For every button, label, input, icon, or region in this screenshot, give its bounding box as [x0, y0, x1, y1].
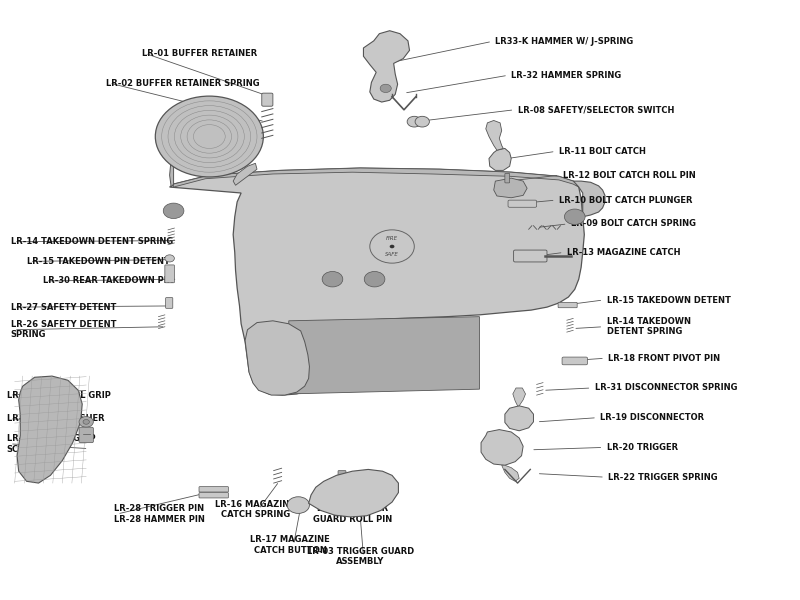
Text: LR-27 SAFETY DETENT: LR-27 SAFETY DETENT	[10, 302, 116, 311]
Circle shape	[390, 245, 394, 248]
Text: LR-13 MAGAZINE CATCH: LR-13 MAGAZINE CATCH	[567, 248, 680, 257]
Text: LR-01 BUFFER RETAINER: LR-01 BUFFER RETAINER	[142, 49, 257, 58]
Polygon shape	[505, 406, 534, 431]
Text: LR-08 SAFETY/SELECTOR SWITCH: LR-08 SAFETY/SELECTOR SWITCH	[518, 105, 674, 114]
FancyBboxPatch shape	[508, 200, 537, 207]
Text: LR-09 BOLT CATCH SPRING: LR-09 BOLT CATCH SPRING	[571, 220, 696, 229]
FancyBboxPatch shape	[199, 487, 229, 492]
Text: LR33-K HAMMER W/ J-SPRING: LR33-K HAMMER W/ J-SPRING	[495, 37, 634, 46]
Circle shape	[407, 116, 422, 127]
Polygon shape	[245, 321, 310, 395]
Circle shape	[165, 255, 174, 262]
Text: LR-15 TAKEDOWN DETENT: LR-15 TAKEDOWN DETENT	[606, 296, 730, 305]
Circle shape	[163, 203, 184, 218]
FancyBboxPatch shape	[338, 470, 346, 486]
Circle shape	[565, 209, 585, 224]
FancyBboxPatch shape	[505, 173, 510, 183]
Polygon shape	[309, 469, 398, 517]
Text: LR-20 TRIGGER: LR-20 TRIGGER	[606, 443, 678, 452]
Text: LR-31 DISCONNECTOR SPRING: LR-31 DISCONNECTOR SPRING	[594, 383, 737, 392]
FancyBboxPatch shape	[562, 357, 587, 365]
Polygon shape	[486, 121, 503, 150]
FancyBboxPatch shape	[514, 250, 547, 262]
Polygon shape	[17, 376, 82, 483]
FancyBboxPatch shape	[262, 93, 273, 106]
Polygon shape	[573, 181, 605, 217]
FancyBboxPatch shape	[166, 298, 173, 308]
Text: LR-24 PISTOL GRIP
SCREW: LR-24 PISTOL GRIP SCREW	[6, 434, 95, 454]
FancyBboxPatch shape	[199, 493, 229, 498]
Text: LR-02 BUFFER RETAINER SPRING: LR-02 BUFFER RETAINER SPRING	[106, 79, 260, 88]
Polygon shape	[289, 317, 479, 394]
Polygon shape	[174, 168, 578, 187]
Circle shape	[380, 84, 391, 92]
Text: LR-16 MAGAZINE
CATCH SPRING: LR-16 MAGAZINE CATCH SPRING	[215, 500, 295, 519]
Text: LR-23 LOCK WASHER: LR-23 LOCK WASHER	[6, 415, 104, 424]
Text: LR-14 TAKEDOWN
DETENT SPRING: LR-14 TAKEDOWN DETENT SPRING	[606, 317, 690, 337]
Text: LR-03 TRIGGER GUARD
ASSEMBLY: LR-03 TRIGGER GUARD ASSEMBLY	[306, 547, 414, 566]
Circle shape	[155, 96, 263, 177]
Text: LR-26 SAFETY DETENT
SPRING: LR-26 SAFETY DETENT SPRING	[10, 320, 116, 340]
Text: LR-30 REAR TAKEDOWN PIN: LR-30 REAR TAKEDOWN PIN	[42, 277, 174, 286]
Circle shape	[287, 497, 310, 514]
Text: LR-22 TRIGGER SPRING: LR-22 TRIGGER SPRING	[608, 473, 718, 482]
Polygon shape	[481, 430, 523, 465]
Text: SAFE: SAFE	[385, 252, 399, 257]
Polygon shape	[170, 168, 584, 395]
Text: FIRE: FIRE	[386, 236, 398, 241]
Circle shape	[79, 416, 94, 427]
Text: LR-19 DISCONNECTOR: LR-19 DISCONNECTOR	[600, 413, 704, 422]
Polygon shape	[502, 465, 519, 481]
Text: LR-04 TRIGGER
GUARD ROLL PIN: LR-04 TRIGGER GUARD ROLL PIN	[313, 504, 392, 524]
Polygon shape	[513, 388, 526, 406]
Text: LR-17 MAGAZINE
CATCH BUTTON: LR-17 MAGAZINE CATCH BUTTON	[250, 535, 330, 554]
Text: LR-14 TAKEDOWN DETENT SPRING: LR-14 TAKEDOWN DETENT SPRING	[10, 237, 173, 246]
Polygon shape	[363, 31, 410, 102]
Text: LR-25 A2 PISTOL GRIP: LR-25 A2 PISTOL GRIP	[6, 391, 110, 400]
Polygon shape	[170, 134, 192, 187]
Text: LR-15 TAKEDOWN PIN DETENT: LR-15 TAKEDOWN PIN DETENT	[26, 257, 170, 266]
Text: LR-10 BOLT CATCH PLUNGER: LR-10 BOLT CATCH PLUNGER	[559, 196, 692, 205]
Polygon shape	[494, 178, 527, 198]
Text: LR-32 HAMMER SPRING: LR-32 HAMMER SPRING	[511, 71, 622, 80]
Circle shape	[415, 116, 430, 127]
Polygon shape	[489, 148, 511, 170]
Circle shape	[83, 419, 90, 424]
Polygon shape	[233, 163, 257, 185]
FancyBboxPatch shape	[558, 302, 577, 308]
Text: LR-28 TRIGGER PIN
LR-28 HAMMER PIN: LR-28 TRIGGER PIN LR-28 HAMMER PIN	[114, 504, 205, 524]
Circle shape	[364, 271, 385, 287]
Text: LR-11 BOLT CATCH: LR-11 BOLT CATCH	[559, 147, 646, 156]
Text: LR-12 BOLT CATCH ROLL PIN: LR-12 BOLT CATCH ROLL PIN	[563, 170, 696, 179]
FancyBboxPatch shape	[79, 427, 94, 443]
Text: LR-18 FRONT PIVOT PIN: LR-18 FRONT PIVOT PIN	[608, 354, 720, 363]
Circle shape	[322, 271, 343, 287]
FancyBboxPatch shape	[165, 265, 174, 283]
